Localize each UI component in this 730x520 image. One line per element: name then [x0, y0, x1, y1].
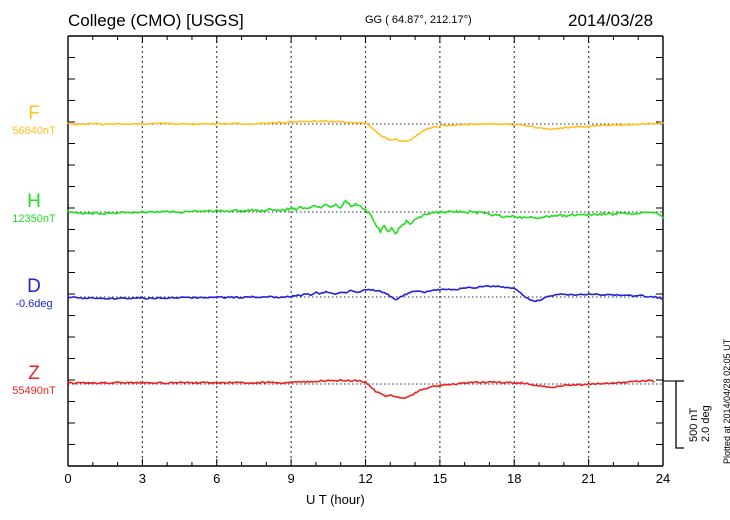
component-label-z: Z 55490nT [2, 364, 66, 398]
trace-z [67, 378, 655, 400]
component-label-h: H 12350nT [2, 192, 66, 226]
trace-h [67, 199, 664, 235]
station-title: College (CMO) [USGS] [68, 11, 244, 30]
component-letter-h: H [27, 191, 41, 212]
component-value-f: 56840nT [12, 125, 56, 137]
component-letter-f: F [28, 103, 40, 124]
component-value-d: -0.6deg [15, 298, 53, 310]
observation-date-label: 2014/03/28 [568, 11, 654, 30]
x-axis-title: U T (hour) [306, 492, 365, 507]
scale-bar-line-nt: 500 nT [688, 407, 700, 442]
x-tick-label-9: 9 [287, 471, 295, 486]
scale-bar-line-deg: 2.0 deg [700, 405, 712, 442]
component-value-z: 55490nT [12, 385, 56, 397]
plotted-at-label: Plotted at 2014/04/28 02:05 UT [722, 338, 730, 464]
component-label-f: F 56840nT [2, 104, 66, 138]
component-value-h: 12350nT [12, 213, 56, 225]
geographic-coordinates-label: GG ( 64.87°, 212.17°) [365, 14, 472, 26]
x-tick-label-21: 21 [581, 471, 596, 486]
trace-f [67, 119, 664, 143]
component-letter-z: Z [28, 363, 40, 384]
component-label-d: D -0.6deg [2, 277, 66, 311]
x-tick-label-24: 24 [655, 471, 671, 486]
x-tick-label-15: 15 [432, 471, 448, 486]
scale-bar-label: 500 nT 2.0 deg [688, 405, 712, 442]
x-tick-label-6: 6 [213, 471, 221, 486]
x-tick-label-12: 12 [358, 471, 373, 486]
x-tick-label-3: 3 [138, 471, 146, 486]
x-tick-label-18: 18 [507, 471, 522, 486]
x-tick-label-0: 0 [64, 471, 72, 486]
scale-bar-bracket [675, 380, 684, 449]
trace-d [67, 285, 664, 303]
component-letter-d: D [27, 276, 41, 297]
